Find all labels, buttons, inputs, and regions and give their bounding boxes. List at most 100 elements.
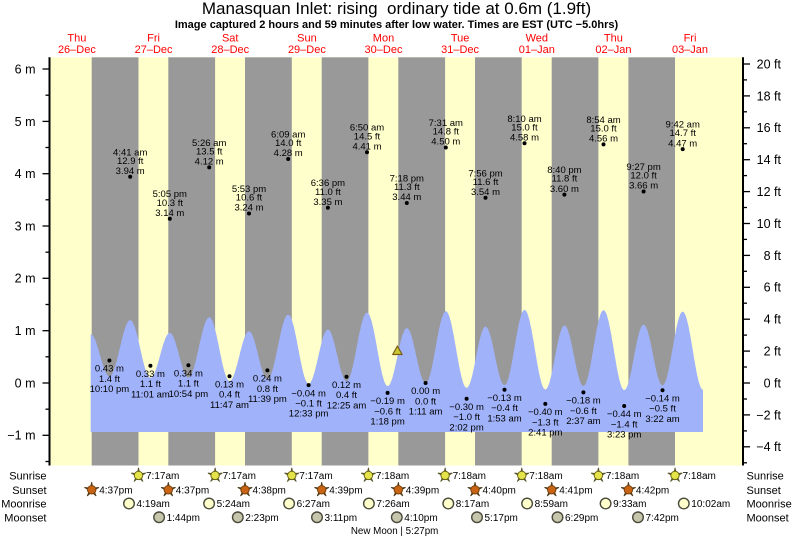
svg-text:11:39 pm: 11:39 pm bbox=[248, 394, 287, 405]
svg-text:New Moon | 5:27pm: New Moon | 5:27pm bbox=[351, 526, 439, 537]
svg-text:4:39pm: 4:39pm bbox=[329, 485, 362, 496]
svg-text:0.13 m: 0.13 m bbox=[215, 379, 244, 390]
svg-text:12.0 ft: 12.0 ft bbox=[630, 171, 657, 182]
svg-text:Fri: Fri bbox=[684, 33, 697, 45]
svg-text:6:09 am: 6:09 am bbox=[271, 130, 305, 141]
svg-text:12 ft: 12 ft bbox=[757, 185, 782, 199]
svg-text:4:19am: 4:19am bbox=[137, 499, 170, 510]
svg-text:Moonrise: Moonrise bbox=[747, 499, 792, 511]
svg-text:−0.6 ft: −0.6 ft bbox=[374, 406, 401, 417]
svg-text:−1 m: −1 m bbox=[7, 429, 35, 443]
svg-text:11.6 ft: 11.6 ft bbox=[473, 177, 499, 188]
svg-text:Sun: Sun bbox=[297, 33, 317, 45]
svg-text:11:01 am: 11:01 am bbox=[131, 389, 170, 400]
svg-text:−0.14 m: −0.14 m bbox=[645, 394, 680, 405]
svg-text:10.6 ft: 10.6 ft bbox=[236, 193, 263, 204]
svg-text:−0.5 ft: −0.5 ft bbox=[649, 404, 676, 415]
svg-text:5:24am: 5:24am bbox=[217, 499, 250, 510]
svg-text:7:18am: 7:18am bbox=[606, 471, 639, 482]
svg-text:3.35 m: 3.35 m bbox=[313, 197, 342, 208]
svg-text:−0.19 m: −0.19 m bbox=[370, 396, 405, 407]
svg-text:2 ft: 2 ft bbox=[764, 345, 782, 359]
svg-text:3.66 m: 3.66 m bbox=[629, 181, 658, 192]
svg-text:0.24 m: 0.24 m bbox=[253, 374, 282, 385]
svg-text:Sat: Sat bbox=[222, 33, 239, 45]
svg-text:7:56 pm: 7:56 pm bbox=[468, 168, 502, 179]
svg-text:10:02am: 10:02am bbox=[691, 499, 730, 510]
svg-text:5:53 pm: 5:53 pm bbox=[232, 184, 266, 195]
svg-text:3.60 m: 3.60 m bbox=[550, 184, 579, 195]
svg-text:−0.30 m: −0.30 m bbox=[449, 402, 484, 413]
svg-text:14.7 ft: 14.7 ft bbox=[669, 128, 696, 139]
svg-text:1.1 ft: 1.1 ft bbox=[178, 379, 199, 390]
svg-text:4.50 m: 4.50 m bbox=[431, 137, 460, 148]
svg-text:8:40 pm: 8:40 pm bbox=[547, 165, 581, 176]
svg-text:2:02 pm: 2:02 pm bbox=[449, 422, 483, 433]
svg-text:0.12 m: 0.12 m bbox=[332, 380, 361, 391]
svg-text:8:17am: 8:17am bbox=[456, 499, 489, 510]
svg-text:9:27 pm: 9:27 pm bbox=[626, 162, 660, 173]
svg-text:4:41 am: 4:41 am bbox=[113, 147, 147, 158]
svg-text:Image captured 2 hours and 59: Image captured 2 hours and 59 minutes af… bbox=[175, 19, 619, 31]
svg-text:11.3 ft: 11.3 ft bbox=[394, 182, 420, 193]
svg-text:3.24 m: 3.24 m bbox=[234, 203, 263, 214]
svg-text:3:23 pm: 3:23 pm bbox=[607, 430, 641, 441]
svg-text:2:23pm: 2:23pm bbox=[245, 513, 278, 524]
svg-text:−0.1 ft: −0.1 ft bbox=[295, 399, 322, 410]
svg-text:3:11pm: 3:11pm bbox=[325, 513, 358, 524]
svg-text:−1.0 ft: −1.0 ft bbox=[453, 412, 480, 423]
svg-text:1:18 pm: 1:18 pm bbox=[370, 417, 404, 428]
svg-text:−0.4 ft: −0.4 ft bbox=[491, 403, 518, 414]
svg-text:5 m: 5 m bbox=[15, 115, 36, 129]
svg-text:4.41 m: 4.41 m bbox=[352, 141, 381, 152]
svg-text:1.1 ft: 1.1 ft bbox=[140, 379, 161, 390]
svg-text:0.4 ft: 0.4 ft bbox=[336, 390, 357, 401]
svg-text:8:10 am: 8:10 am bbox=[507, 114, 541, 125]
svg-text:−0.04 m: −0.04 m bbox=[291, 388, 326, 399]
svg-text:20 ft: 20 ft bbox=[757, 57, 782, 71]
svg-text:4.58 m: 4.58 m bbox=[510, 133, 539, 144]
svg-text:01–Jan: 01–Jan bbox=[519, 44, 555, 56]
svg-text:7:18am: 7:18am bbox=[529, 471, 562, 482]
svg-text:−1.4 ft: −1.4 ft bbox=[611, 419, 638, 430]
svg-text:7:17am: 7:17am bbox=[299, 471, 332, 482]
svg-text:Mon: Mon bbox=[373, 33, 394, 45]
svg-text:Thu: Thu bbox=[604, 33, 623, 45]
svg-text:7:17am: 7:17am bbox=[146, 471, 179, 482]
svg-text:4.56 m: 4.56 m bbox=[589, 134, 618, 145]
svg-text:−0.40 m: −0.40 m bbox=[528, 407, 563, 418]
svg-text:11:47 am: 11:47 am bbox=[210, 400, 249, 411]
svg-text:12:33 pm: 12:33 pm bbox=[289, 409, 329, 420]
svg-text:1:11 am: 1:11 am bbox=[409, 407, 443, 418]
svg-text:30–Dec: 30–Dec bbox=[365, 44, 403, 56]
svg-text:6:29pm: 6:29pm bbox=[565, 513, 598, 524]
svg-text:4:42pm: 4:42pm bbox=[636, 485, 669, 496]
svg-text:−1.3 ft: −1.3 ft bbox=[532, 417, 559, 428]
svg-text:Moonrise: Moonrise bbox=[1, 499, 46, 511]
svg-text:Manasquan Inlet: rising ordin: Manasquan Inlet: rising ordinary tide at… bbox=[202, 0, 591, 18]
svg-text:0 ft: 0 ft bbox=[764, 376, 782, 390]
svg-text:3.94 m: 3.94 m bbox=[116, 166, 145, 177]
svg-text:14 ft: 14 ft bbox=[757, 153, 782, 167]
svg-text:11.8 ft: 11.8 ft bbox=[552, 174, 578, 185]
svg-text:−0.18 m: −0.18 m bbox=[566, 396, 601, 407]
svg-text:0.4 ft: 0.4 ft bbox=[219, 390, 240, 401]
svg-text:−0.13 m: −0.13 m bbox=[487, 393, 522, 404]
svg-text:−0.6 ft: −0.6 ft bbox=[570, 406, 597, 417]
svg-text:2:41 pm: 2:41 pm bbox=[528, 428, 562, 439]
svg-text:3:22 am: 3:22 am bbox=[645, 414, 679, 425]
svg-text:−4 ft: −4 ft bbox=[756, 440, 781, 454]
svg-text:Sunset: Sunset bbox=[12, 485, 46, 497]
svg-text:0.00 m: 0.00 m bbox=[411, 386, 440, 397]
svg-text:7:26am: 7:26am bbox=[376, 499, 409, 510]
svg-text:4:37pm: 4:37pm bbox=[176, 485, 209, 496]
svg-text:15.0 ft: 15.0 ft bbox=[511, 122, 538, 133]
svg-text:18 ft: 18 ft bbox=[757, 89, 782, 103]
svg-text:16 ft: 16 ft bbox=[757, 121, 782, 135]
svg-text:1.4 ft: 1.4 ft bbox=[99, 374, 120, 385]
svg-text:3.14 m: 3.14 m bbox=[155, 208, 184, 219]
svg-text:0 m: 0 m bbox=[15, 376, 36, 390]
svg-text:4:41pm: 4:41pm bbox=[559, 485, 592, 496]
svg-text:14.0 ft: 14.0 ft bbox=[275, 138, 302, 149]
svg-text:−0.44 m: −0.44 m bbox=[607, 409, 642, 420]
